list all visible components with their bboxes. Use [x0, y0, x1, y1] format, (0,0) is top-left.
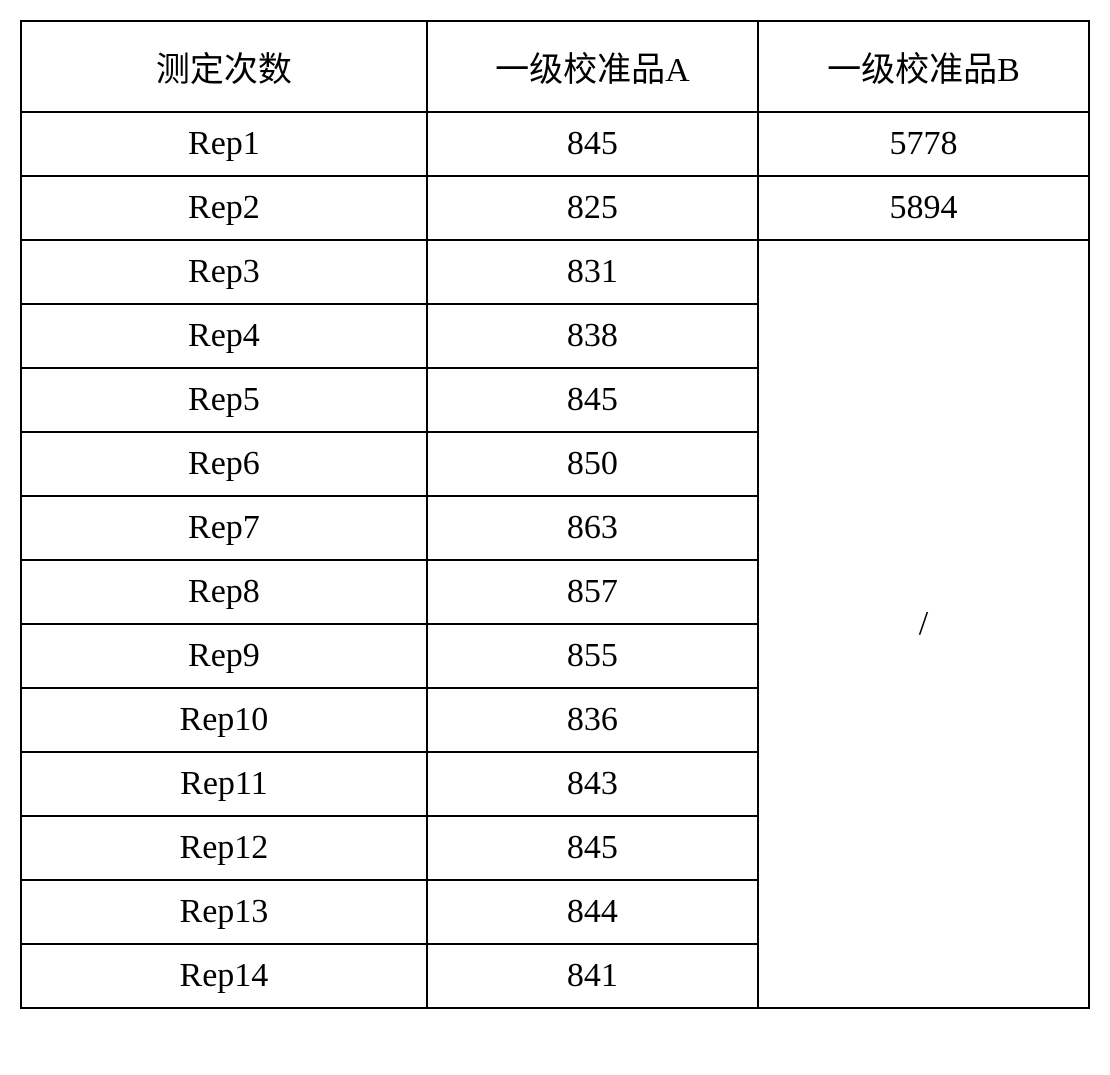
cell-colA: 838	[427, 304, 758, 368]
table-row: Rep1 845 5778	[21, 112, 1089, 176]
cell-colA: 857	[427, 560, 758, 624]
cell-label: Rep2	[21, 176, 427, 240]
cell-label: Rep4	[21, 304, 427, 368]
table-row: Rep3 831 /	[21, 240, 1089, 304]
cell-colA: 831	[427, 240, 758, 304]
header-colA: 一级校准品A	[427, 21, 758, 112]
cell-label: Rep6	[21, 432, 427, 496]
table-row: Rep2 825 5894	[21, 176, 1089, 240]
cell-label: Rep5	[21, 368, 427, 432]
table-header-row: 测定次数 一级校准品A 一级校准品B	[21, 21, 1089, 112]
data-table: 测定次数 一级校准品A 一级校准品B Rep1 845 5778 Rep2 82…	[20, 20, 1090, 1009]
cell-colB: 5894	[758, 176, 1089, 240]
cell-label: Rep12	[21, 816, 427, 880]
cell-colB-merged: /	[758, 240, 1089, 1008]
cell-label: Rep13	[21, 880, 427, 944]
cell-label: Rep9	[21, 624, 427, 688]
cell-colA: 855	[427, 624, 758, 688]
header-label: 测定次数	[21, 21, 427, 112]
cell-colB: 5778	[758, 112, 1089, 176]
cell-colA: 844	[427, 880, 758, 944]
cell-colA: 845	[427, 112, 758, 176]
cell-colA: 863	[427, 496, 758, 560]
cell-label: Rep10	[21, 688, 427, 752]
cell-label: Rep8	[21, 560, 427, 624]
cell-label: Rep7	[21, 496, 427, 560]
cell-colA: 850	[427, 432, 758, 496]
cell-colA: 845	[427, 368, 758, 432]
cell-colA: 825	[427, 176, 758, 240]
cell-colA: 845	[427, 816, 758, 880]
cell-label: Rep11	[21, 752, 427, 816]
cell-colA: 843	[427, 752, 758, 816]
cell-colA: 841	[427, 944, 758, 1008]
cell-label: Rep1	[21, 112, 427, 176]
cell-label: Rep3	[21, 240, 427, 304]
header-colB: 一级校准品B	[758, 21, 1089, 112]
cell-label: Rep14	[21, 944, 427, 1008]
cell-colA: 836	[427, 688, 758, 752]
